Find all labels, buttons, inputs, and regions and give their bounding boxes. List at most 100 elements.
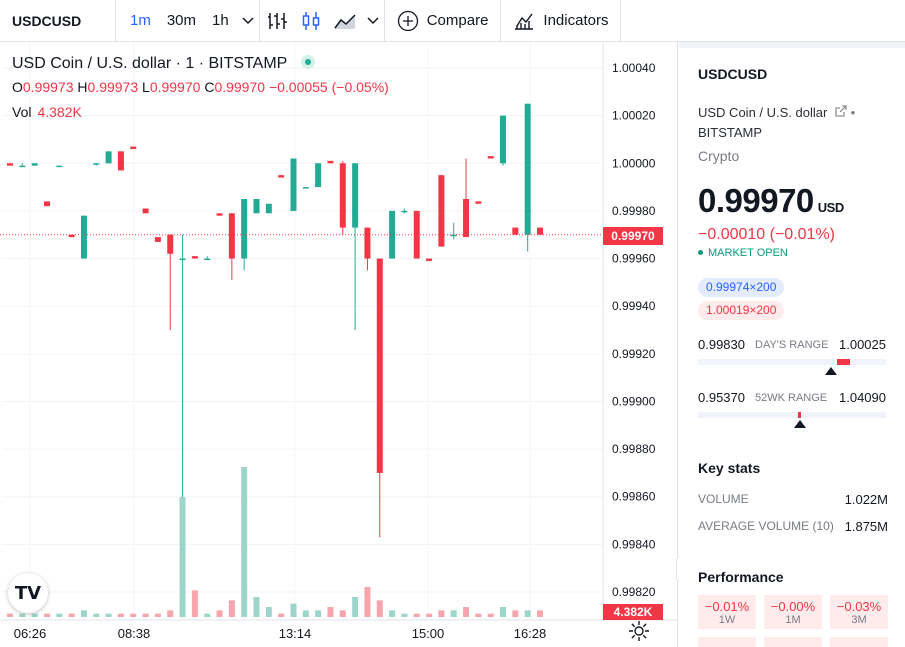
volume-bar <box>315 610 322 617</box>
price-axis-label: 0.99940 <box>612 299 656 313</box>
volume-legend: Vol 4.382K <box>12 104 82 120</box>
performance-period: 1W <box>718 614 736 626</box>
candlestick-chart[interactable]: 1.00040 1.00020 1.00000 0.99980 0.99960 0.999… <box>0 42 678 647</box>
stat-avg-volume-label: AVERAGE VOLUME (10) <box>698 519 834 533</box>
days-range-low: 0.99830 <box>698 337 745 352</box>
days-range-marker-icon <box>825 367 838 375</box>
stat-volume-label: VOLUME <box>698 492 749 506</box>
candle-body <box>228 213 235 259</box>
performance-cell-partial[interactable] <box>830 637 888 647</box>
high-label: H <box>77 79 88 95</box>
chart-legend-title: USD Coin / U.S. dollar · 1 · BITSTAMP <box>12 54 316 73</box>
detail-price-value: 0.99970 <box>698 182 814 219</box>
low-label: L <box>142 79 150 95</box>
candle-body <box>413 210 420 259</box>
interval-1m-button[interactable]: 1m <box>130 12 151 29</box>
interval-1h-button[interactable]: 1h <box>212 12 229 29</box>
52wk-range-bar <box>698 412 886 418</box>
external-link-icon[interactable] <box>835 105 847 117</box>
volume-bar <box>487 613 494 617</box>
indicators-button[interactable]: Indicators <box>501 0 620 42</box>
volume-bar <box>401 613 408 617</box>
candle-body <box>179 258 186 261</box>
chart-type-dropdown-chevron-icon[interactable] <box>362 0 384 42</box>
volume-bar <box>154 613 161 617</box>
interval-30m-button[interactable]: 30m <box>166 12 197 29</box>
detail-price: 0.99970 USD <box>698 182 844 220</box>
volume-bar <box>117 613 124 617</box>
candle-body <box>302 187 309 189</box>
stat-volume-value: 1.022M <box>844 492 888 507</box>
detail-name: USD Coin / U.S. dollar • <box>698 105 856 120</box>
52wk-range-low: 0.95370 <box>698 390 745 405</box>
open-value: 0.99973 <box>22 79 74 95</box>
bars-chart-type-icon[interactable] <box>260 0 294 42</box>
toolbar-divider <box>115 0 116 42</box>
candle-body <box>154 237 161 242</box>
volume-bar <box>7 613 13 617</box>
52wk-range-fill <box>797 412 802 418</box>
volume-bar <box>376 600 383 617</box>
candle-body <box>389 210 396 259</box>
detail-change: −0.00010 (−0.01%) <box>698 226 835 243</box>
volume-value: 4.382K <box>37 104 82 120</box>
candle-body <box>290 158 297 211</box>
toolbar-divider <box>620 0 622 42</box>
time-axis-label: 13:14 <box>279 626 312 641</box>
candle-body <box>56 165 63 168</box>
gear-icon[interactable] <box>628 620 650 642</box>
candle-body <box>327 160 334 164</box>
candle-body <box>463 199 470 238</box>
time-axis-label: 08:38 <box>118 626 151 641</box>
performance-cell[interactable]: −0.00% 1M <box>764 595 822 629</box>
ohlc-legend: O0.99973 H0.99973 L0.99970 C0.99970 −0.0… <box>12 79 389 95</box>
volume-bar <box>142 613 149 617</box>
volume-bar <box>105 613 112 617</box>
volume-bar <box>450 610 457 617</box>
tradingview-logo[interactable]: TV <box>8 573 48 613</box>
key-stats-title: Key stats <box>698 460 761 476</box>
volume-bar <box>43 613 50 617</box>
performance-cell[interactable]: −0.03% 3M <box>830 595 888 629</box>
symbol-search-button[interactable]: USDCUSD <box>12 12 82 29</box>
symbol-details-panel: USDCUSD USD Coin / U.S. dollar • BITSTAM… <box>679 42 905 647</box>
volume-bar <box>352 597 359 617</box>
change-value: −0.00055 (−0.05%) <box>268 79 389 95</box>
candle-body <box>438 175 445 247</box>
volume-bar <box>512 610 519 617</box>
volume-bar <box>290 603 297 617</box>
toolbar-divider <box>258 0 260 42</box>
time-axis-label: 15:00 <box>412 626 445 641</box>
detail-type: Crypto <box>698 148 740 164</box>
performance-value: −0.00% <box>770 599 816 614</box>
candle-body <box>475 201 482 204</box>
days-range-bar <box>698 359 886 365</box>
indicators-icon <box>515 13 534 30</box>
time-axis-label: 16:28 <box>514 626 547 641</box>
volume-bar <box>179 497 186 617</box>
detail-symbol[interactable]: USDCUSD <box>698 66 768 82</box>
performance-cell[interactable]: −0.01% 1W <box>698 595 756 629</box>
candle-body <box>265 203 272 214</box>
performance-title: Performance <box>698 569 784 585</box>
chart-pane[interactable]: 1.00040 1.00020 1.00000 0.99980 0.99960 0.999… <box>0 42 678 647</box>
area-chart-type-icon[interactable] <box>328 0 362 42</box>
performance-cell-partial[interactable] <box>698 637 756 647</box>
interval-dropdown-chevron-icon[interactable] <box>237 0 259 42</box>
candle-body <box>191 256 198 259</box>
candle-body <box>7 163 13 166</box>
candle-body <box>216 213 223 216</box>
candle-body <box>376 258 383 473</box>
detail-exchange: BITSTAMP <box>698 125 763 140</box>
plus-circle-icon <box>397 10 418 31</box>
close-value: 0.99970 <box>214 79 266 95</box>
volume-bar <box>216 610 223 617</box>
52wk-range-label: 52WK RANGE <box>755 392 828 404</box>
performance-value: −0.01% <box>704 599 750 614</box>
performance-cell-partial[interactable] <box>764 637 822 647</box>
compare-button[interactable]: Compare <box>385 0 501 42</box>
detail-name-text: USD Coin / U.S. dollar <box>698 105 828 120</box>
candles-chart-type-icon[interactable] <box>294 0 328 42</box>
toolbar-divider <box>383 0 385 42</box>
